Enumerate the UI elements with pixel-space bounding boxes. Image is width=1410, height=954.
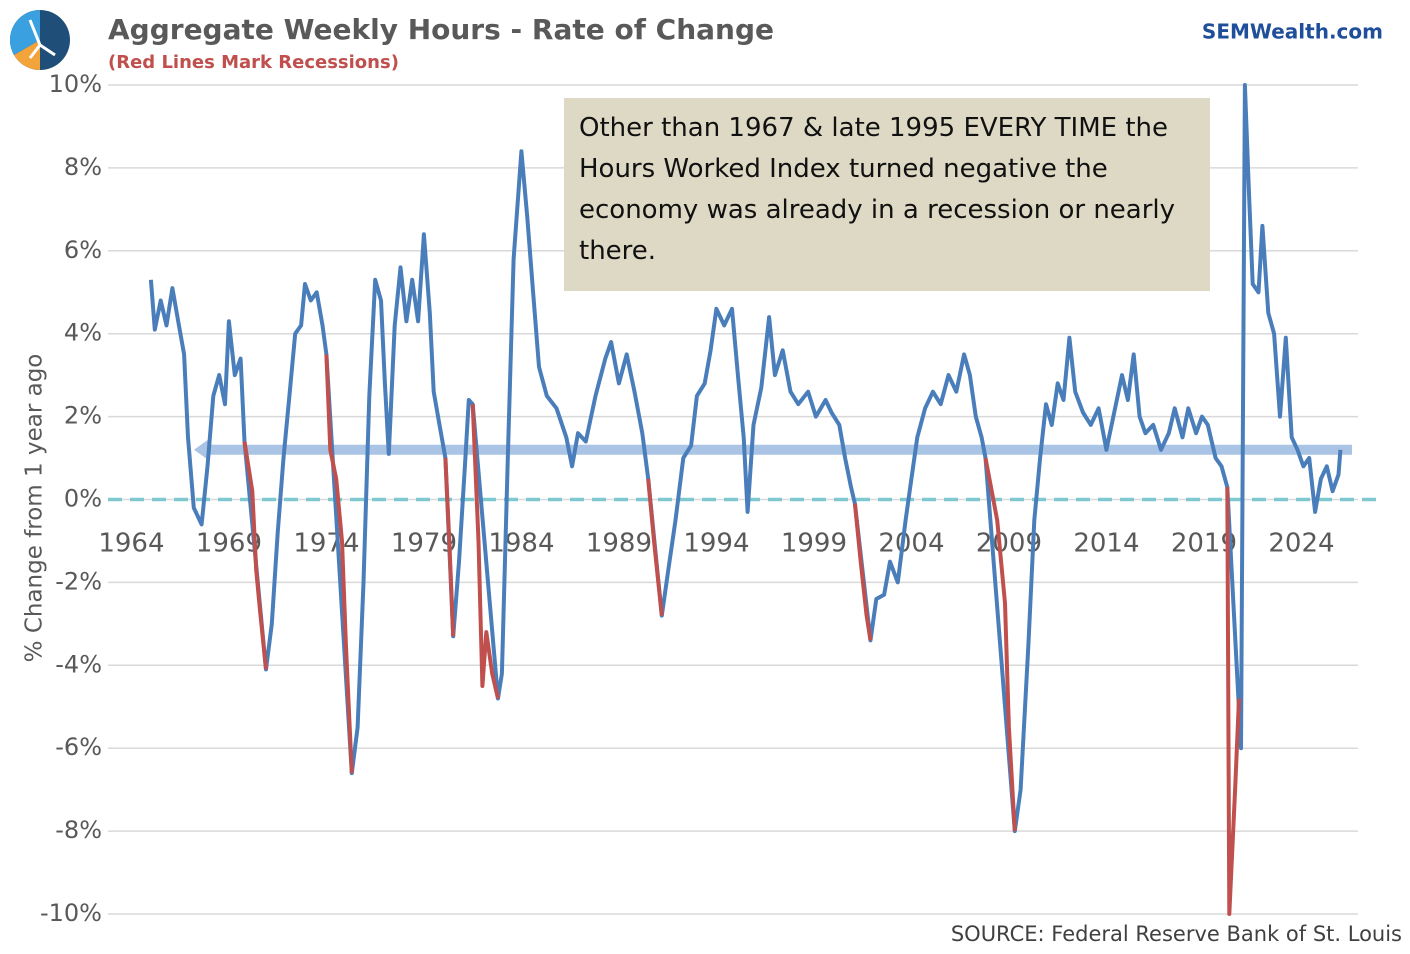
- y-tick-label: 10%: [49, 70, 102, 98]
- x-tick-label: 1974: [293, 529, 359, 559]
- x-tick-label: 1984: [488, 529, 554, 559]
- x-tick-label: 1979: [391, 529, 457, 559]
- chart-title: Aggregate Weekly Hours - Rate of Change: [108, 13, 774, 46]
- y-tick-label: 0%: [64, 485, 102, 513]
- series-line: [242, 354, 1241, 916]
- y-tick-label: -6%: [55, 733, 102, 761]
- y-tick-label: -2%: [55, 567, 102, 595]
- x-tick-label: 2024: [1268, 529, 1334, 559]
- y-tick-label: 2%: [64, 402, 102, 430]
- y-tick-label: 8%: [64, 153, 102, 181]
- x-tick-label: 1964: [98, 529, 164, 559]
- x-tick-label: 2014: [1073, 529, 1139, 559]
- y-tick-label: -10%: [40, 899, 102, 927]
- annotation: Other than 1967 & late 1995 EVERY TIME t…: [564, 98, 1210, 291]
- y-axis-label: % Change from 1 year ago: [22, 354, 48, 663]
- x-tick-label: 1989: [586, 529, 652, 559]
- y-tick-label: 4%: [64, 319, 102, 347]
- brand: SEMWealth.com: [1202, 20, 1383, 44]
- x-tick-label: 1994: [683, 529, 749, 559]
- x-tick-label: 1969: [196, 529, 262, 559]
- y-tick-label: -8%: [55, 816, 102, 844]
- y-tick-label: -4%: [55, 650, 102, 678]
- subtitle: (Red Lines Mark Recessions): [108, 52, 399, 73]
- x-tick-label: 2004: [878, 529, 944, 559]
- x-tick-label: 1999: [781, 529, 847, 559]
- source: SOURCE: Federal Reserve Bank of St. Loui…: [951, 922, 1402, 946]
- reference-arrow: [194, 439, 208, 460]
- y-tick-label: 6%: [64, 236, 102, 264]
- logo: [9, 9, 70, 71]
